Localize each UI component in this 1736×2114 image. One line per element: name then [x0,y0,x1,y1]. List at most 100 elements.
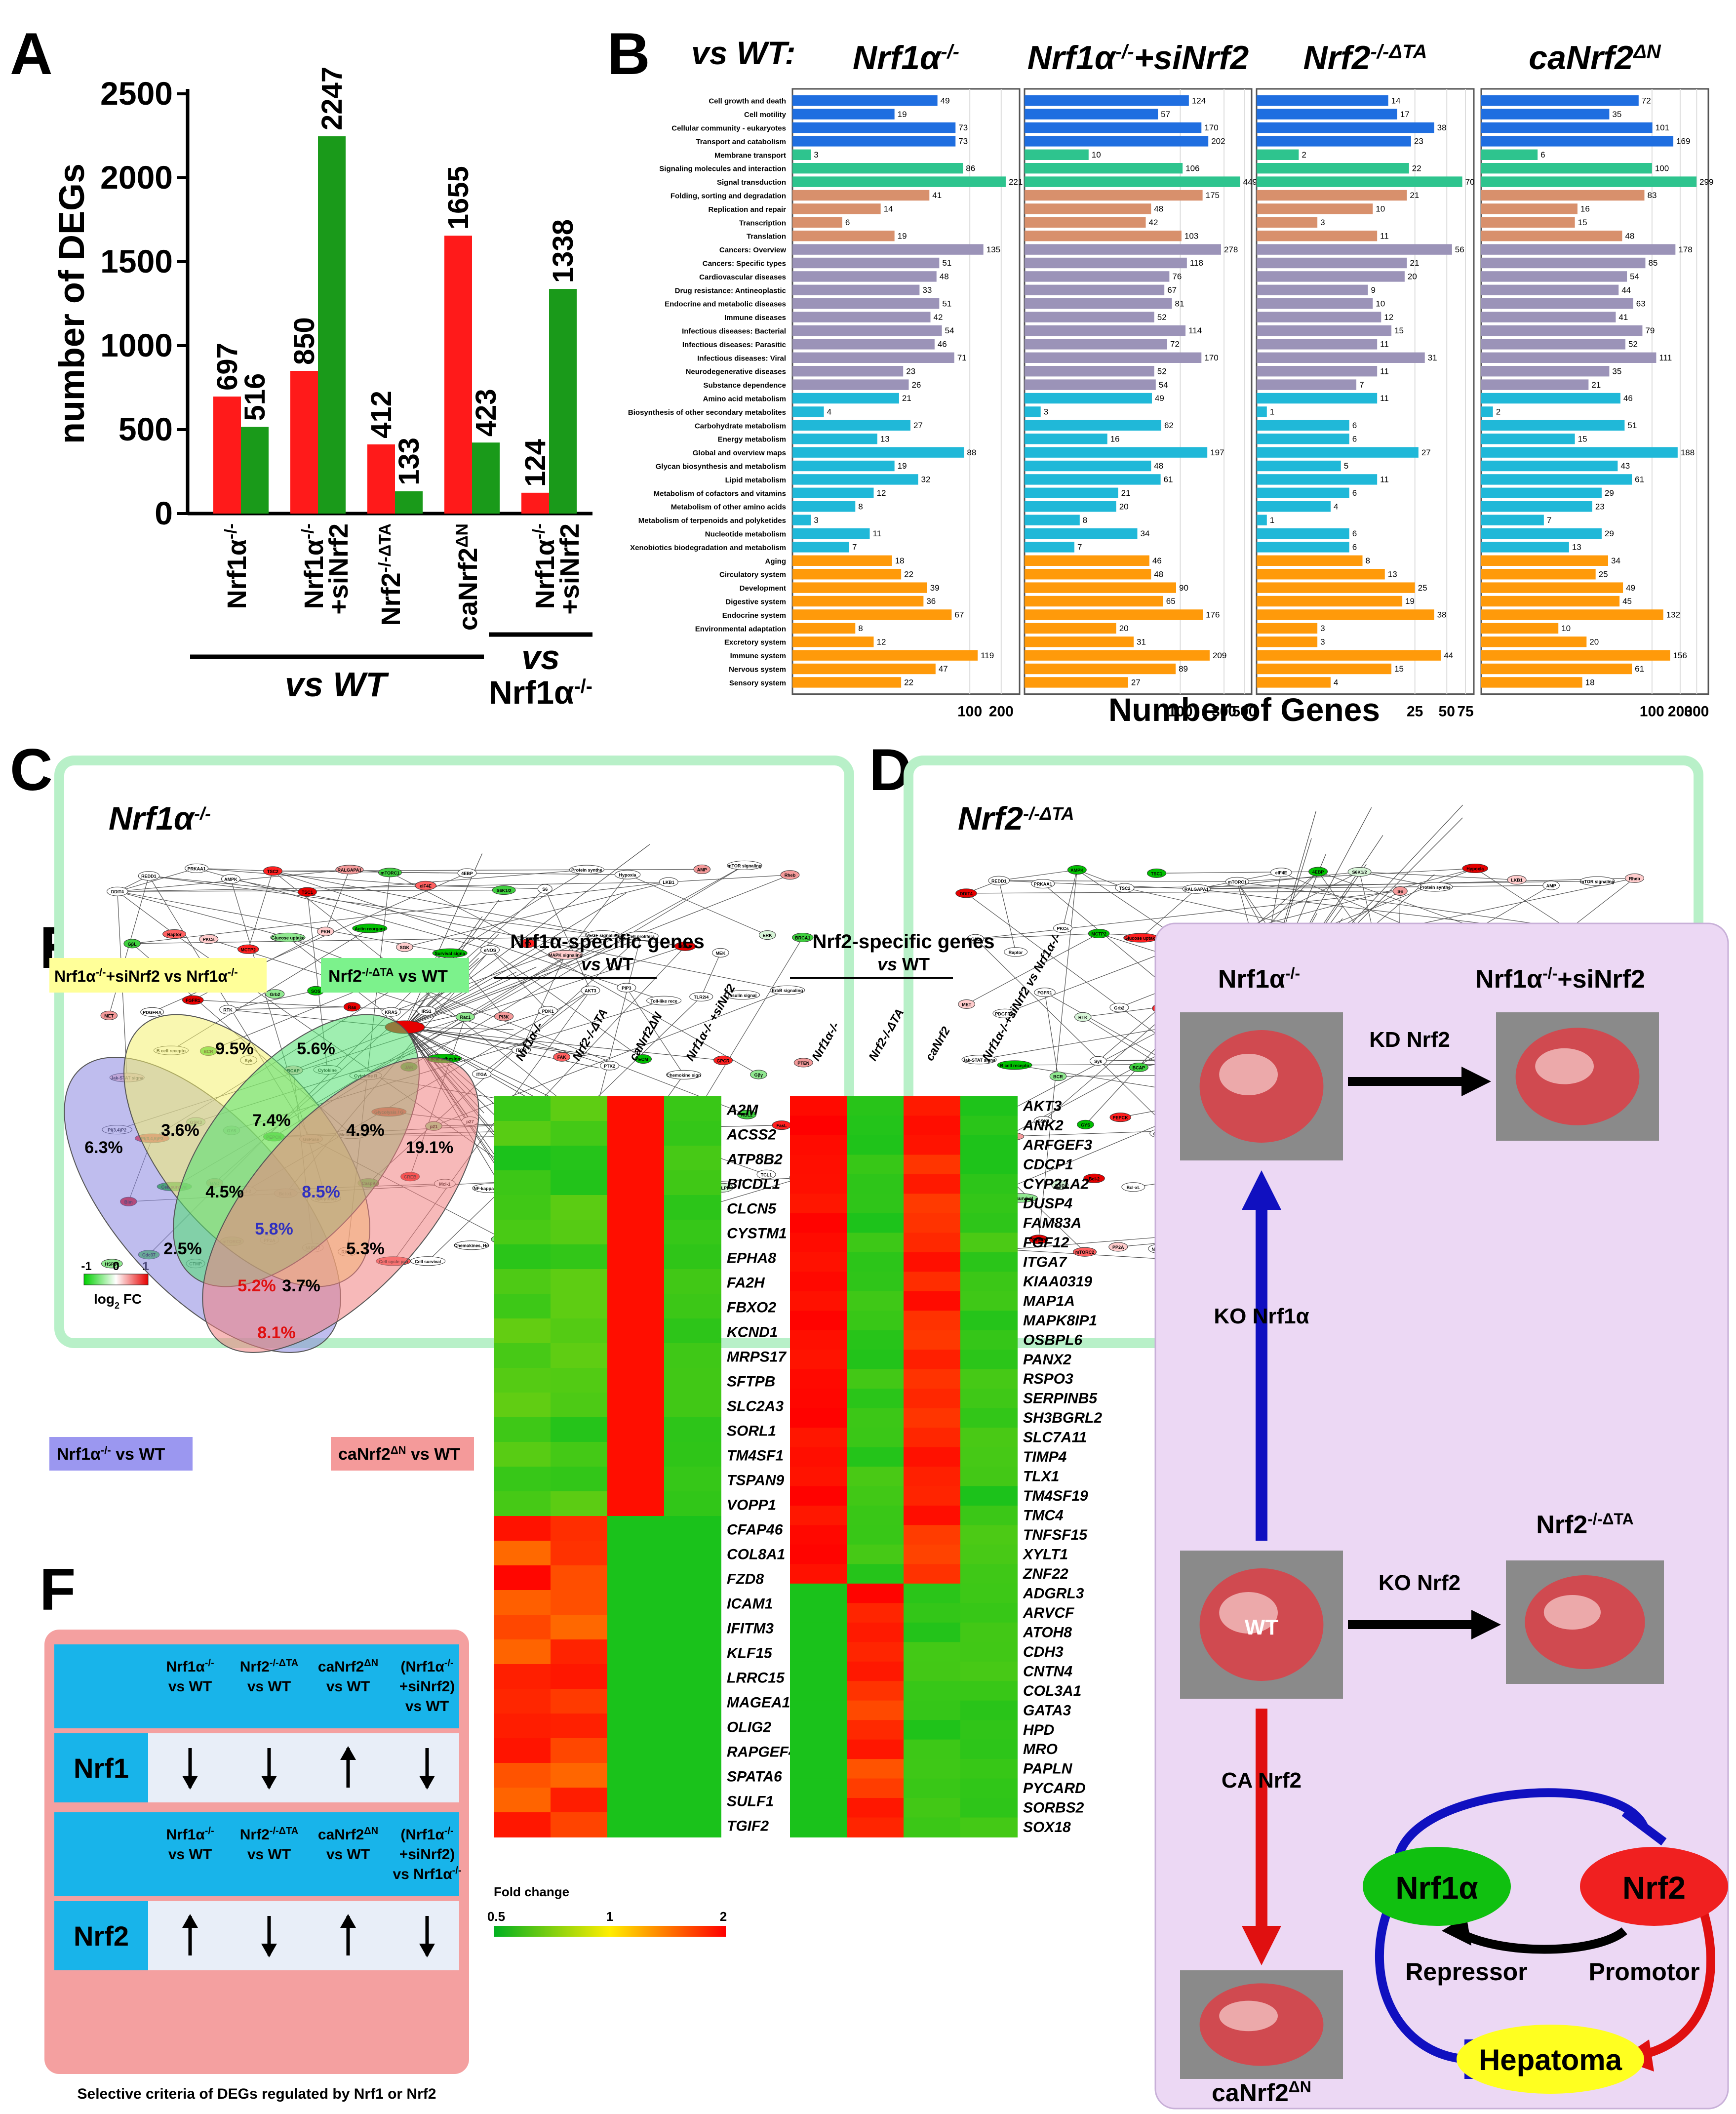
heatmap-cell [664,1195,721,1220]
kegg-bar [792,217,842,228]
column-header-0: Nrf1α-/- [853,39,959,77]
venn-percent: 5.2% [237,1276,276,1295]
heatmap-gene-label: ATOH8 [1023,1624,1072,1640]
heatmap-cell [664,1812,721,1837]
heatmap-cell [904,1291,961,1312]
kegg-bar [1025,406,1041,417]
kegg-bar-value: 202 [1211,137,1225,146]
kegg-category-label: Xenobiotics biodegradation and metabolis… [630,544,786,552]
kegg-bar-value: 67 [954,610,964,620]
kegg-bar [1481,339,1625,350]
gene-node [335,865,364,875]
heatmap-cell [790,1720,847,1740]
gene-node [494,1011,514,1021]
gene-node [417,1006,436,1016]
kegg-bar [792,176,1006,187]
heatmap-cell [960,1720,1018,1740]
gene-node [646,996,682,1005]
heatmap-gene-label: EPHA8 [727,1250,776,1267]
heatmap-cell [551,1343,608,1368]
table-row-label: Nrf1 [74,1753,129,1784]
heatmap-cell [960,1408,1018,1429]
kegg-bar [1025,542,1075,553]
kegg-bar-value: 31 [1137,637,1146,646]
gene-node-label: AMP [697,867,707,872]
heatmap-cell [847,1194,904,1214]
gene-node-label: S6K1/2 [497,888,512,893]
kegg-bar [1025,487,1118,498]
kegg-bar [1257,257,1407,269]
x-tick-label: 75 [1457,704,1473,720]
kegg-bar-value: 12 [876,637,886,646]
kegg-category-label: Transcription [739,219,786,227]
table-header-cell-part: ΔN [364,1826,378,1836]
table-header-cell-part: Nrf1α [166,1827,205,1843]
heatmap-cell [607,1417,665,1442]
kegg-bar [1257,447,1419,458]
heatmap-gene-label: GATA3 [1023,1702,1071,1718]
kegg-bar-value: 54 [1159,380,1168,390]
kegg-bar-value: 15 [1394,664,1404,674]
gene-node-label: BCAP [1133,1065,1145,1070]
kegg-bar-value: 25 [1599,569,1608,579]
gene-node [581,986,600,996]
heatmap-cell [790,1389,847,1409]
heatmap-gene-label: SORL1 [727,1423,776,1439]
heatmap-cell [790,1564,847,1584]
y-tick-label: 2000 [100,159,173,196]
kegg-bar [1481,663,1632,675]
heatmap-gene-label: COL3A1 [1023,1683,1081,1699]
heatmap-cell [664,1393,721,1418]
heatmap-cell [790,1213,847,1234]
heatmap-cell [790,1739,847,1760]
pathway-edge [1044,992,1059,1077]
kegg-category-label: Circulatory system [719,571,786,579]
gene-node-label: MEK [715,951,726,956]
y-tick-label: 1500 [100,243,173,279]
heatmap-cell [847,1311,904,1331]
category-label-part: Nrf1α [299,539,329,609]
gene-node [791,932,814,942]
table-header-cell: Nrf2-/-ΔTA [240,1658,298,1675]
node-nrf2-label: Nrf2 [1622,1870,1686,1906]
heatmap-cell [790,1272,847,1292]
heatmap-gene-label: SPATA6 [727,1769,782,1785]
table-header-cell-part: -/-ΔTA [270,1826,298,1836]
heatmap-cell [607,1393,665,1418]
kegg-bar-value: 10 [1376,299,1385,308]
column-header-3: caNrf2ΔN [1529,39,1661,77]
gene-node [569,865,604,875]
heatmap-cell [847,1252,904,1273]
heatmap-cell [904,1447,961,1467]
kd-label: KD Nrf2 [1369,1028,1450,1052]
heatmap-cell [494,1639,551,1665]
pathway-edge [1004,945,1183,1014]
heatmap-cell [551,1615,608,1640]
pathway-edge [527,943,759,1075]
heatmap-cell [790,1291,847,1312]
pathway-title: Nrf2-/-ΔTA [958,800,1074,837]
heatmap-cell [847,1408,904,1429]
gene-node [988,876,1010,885]
panel-b-kegg-bar-chart: vs WT: Nrf1α-/- Nrf1α-/-+siNrf2 Nrf2-/-ΔTA c… [628,35,1714,728]
table-header-cell-3-part: -/- [452,1865,462,1876]
vs-nrf1-label-2-part: Nrf1α [489,674,574,711]
bar-down [472,442,500,514]
gene-node-label: ITGA [476,1072,487,1077]
gene-node-label: REDD1 [991,878,1007,883]
gene-node-label: PHLPP [715,1186,730,1191]
kegg-bar [792,623,856,634]
kegg-bar-value: 100 [1655,163,1669,173]
heatmap-cell [847,1467,904,1487]
kegg-bar-value: 41 [1618,313,1628,322]
kegg-bar [1025,663,1176,675]
pathway-edge [1196,878,1635,889]
heatmap-cell [904,1583,961,1604]
kegg-bar-value: 22 [904,678,913,687]
label-nrf2-ko-part: -/-ΔTA [1587,1510,1633,1528]
kegg-bar-value: 48 [1154,204,1163,214]
heatmap-cell [960,1817,1018,1837]
heatmap-cell [847,1174,904,1195]
gene-node [1129,1062,1148,1072]
panel-a-bar-chart: 0 500 1000 1500 2000 2500 number of DEGs 697516… [52,67,592,711]
